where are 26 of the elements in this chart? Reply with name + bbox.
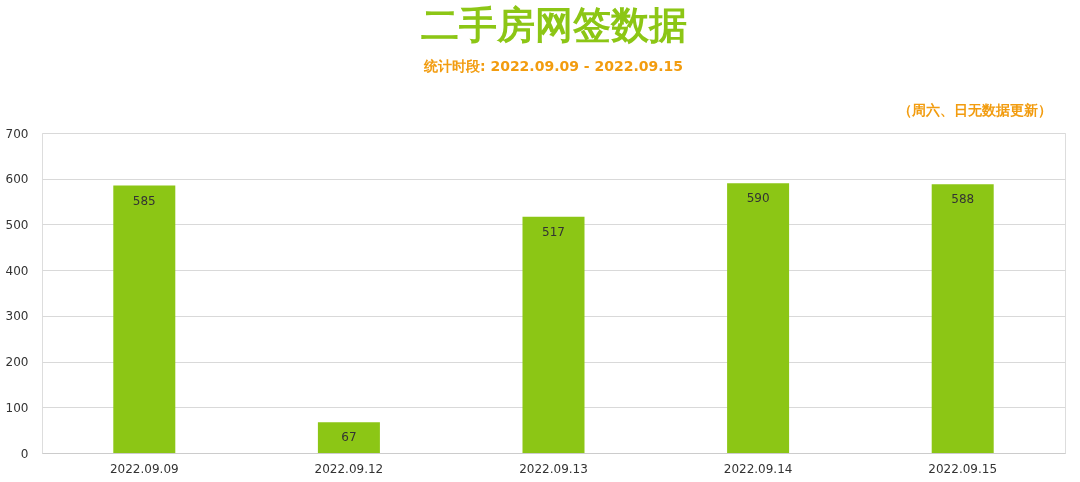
y-tick-label: 700 bbox=[5, 126, 29, 141]
y-tick-label: 300 bbox=[5, 309, 29, 324]
data-label: 517 bbox=[542, 224, 565, 239]
y-tick-label: 600 bbox=[5, 172, 29, 187]
x-tick-label: 2022.09.12 bbox=[314, 461, 384, 476]
x-tick-label: 2022.09.13 bbox=[519, 461, 588, 476]
text: （周六、日无数据更新） bbox=[898, 102, 1052, 118]
y-tick-label: 100 bbox=[5, 400, 29, 415]
data-label: 588 bbox=[951, 192, 975, 207]
y-tick-label: 200 bbox=[5, 355, 29, 370]
x-tick-label: 2022.09.09 bbox=[109, 461, 179, 476]
bar bbox=[931, 184, 994, 453]
data-label: 585 bbox=[132, 193, 156, 208]
data-label: 67 bbox=[341, 430, 357, 445]
y-tick-label: 500 bbox=[5, 217, 29, 232]
x-tick-label: 2022.09.15 bbox=[928, 461, 998, 476]
data-label: 590 bbox=[746, 191, 770, 206]
y-tick-label: 0 bbox=[20, 446, 29, 461]
y-tick-label: 400 bbox=[5, 263, 29, 278]
bar bbox=[113, 185, 176, 453]
chart-subtitle: 统计时段: 2022.09.09 - 2022.09.15 bbox=[422, 58, 684, 74]
chart-title: 二手房网签数据 bbox=[420, 3, 687, 47]
bar bbox=[522, 216, 585, 453]
bar bbox=[317, 422, 380, 453]
bar bbox=[727, 183, 790, 453]
x-tick-label: 2022.09.14 bbox=[723, 461, 793, 476]
